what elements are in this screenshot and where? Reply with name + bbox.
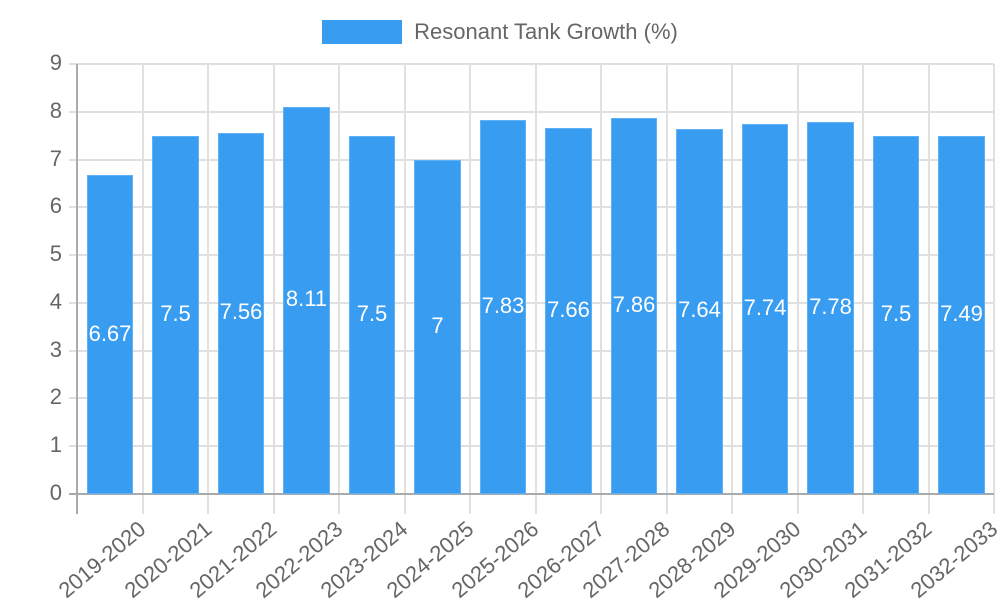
- bar[interactable]: [479, 119, 526, 494]
- y-gridline: [69, 206, 994, 209]
- bar[interactable]: [348, 135, 395, 494]
- bar[interactable]: [86, 175, 133, 494]
- x-gridline: [862, 64, 864, 514]
- bar[interactable]: [938, 136, 985, 494]
- x-axis: [69, 493, 994, 495]
- bar[interactable]: [741, 124, 788, 494]
- bar-value-label: 7.49: [940, 301, 983, 327]
- y-gridline: [69, 110, 994, 113]
- x-gridline: [796, 64, 799, 514]
- x-gridline: [469, 64, 471, 514]
- x-gridline: [207, 64, 209, 514]
- bar[interactable]: [152, 135, 199, 494]
- bar[interactable]: [283, 106, 330, 494]
- y-tick-label: 6: [49, 193, 62, 219]
- bar-value-label: 7.5: [880, 300, 912, 326]
- x-gridline: [534, 64, 537, 514]
- y-gridline: [69, 254, 994, 257]
- y-gridline: [69, 158, 994, 161]
- bar[interactable]: [676, 128, 723, 494]
- bar-value-label: 7.74: [743, 295, 787, 321]
- legend[interactable]: Resonant Tank Growth (%): [0, 19, 1000, 45]
- y-gridline: [69, 397, 994, 400]
- bar-value-label: 7.83: [481, 292, 525, 318]
- x-gridline: [731, 64, 733, 514]
- y-tick-label: 5: [49, 241, 62, 267]
- bar-value-label: 7.78: [809, 294, 852, 320]
- y-tick-label: 3: [49, 336, 62, 362]
- y-tick-label: 0: [49, 480, 62, 505]
- bar[interactable]: [807, 122, 854, 494]
- bar[interactable]: [610, 118, 657, 494]
- bar-value-label: 7.56: [219, 299, 263, 325]
- y-tick-label: 8: [49, 97, 62, 123]
- x-gridline: [338, 64, 340, 514]
- legend-label: Resonant Tank Growth (%): [414, 19, 678, 44]
- bar[interactable]: [545, 128, 592, 494]
- bar-value-label: 6.67: [88, 320, 132, 346]
- x-gridline: [272, 64, 275, 514]
- legend-swatch: [322, 20, 403, 44]
- bar-value-label: 7.5: [160, 300, 191, 326]
- y-tick-label: 1: [49, 432, 62, 458]
- y-gridline: [69, 445, 994, 448]
- bar-value-label: 7.86: [612, 292, 656, 318]
- x-gridline: [665, 64, 668, 514]
- y-tick-label: 7: [49, 145, 62, 171]
- x-gridline: [141, 64, 144, 514]
- y-gridline: [69, 349, 994, 352]
- x-gridline: [927, 64, 930, 514]
- x-gridline: [993, 64, 995, 514]
- bar[interactable]: [872, 135, 919, 494]
- bar-value-label: 7: [431, 312, 444, 338]
- y-axis: [76, 64, 78, 514]
- y-gridline: [69, 301, 994, 304]
- x-gridline: [600, 64, 602, 514]
- bar-value-label: 7.64: [678, 297, 721, 323]
- bar[interactable]: [414, 159, 461, 494]
- y-tick-label: 4: [49, 288, 62, 314]
- y-gridline: [69, 63, 994, 65]
- x-gridline: [403, 64, 406, 514]
- bar-value-label: 7.5: [356, 300, 388, 326]
- bar-value-label: 7.66: [547, 297, 590, 322]
- y-tick-label: 9: [49, 50, 62, 75]
- bar-value-label: 8.11: [285, 286, 328, 312]
- y-tick-label: 2: [49, 384, 62, 410]
- bar[interactable]: [217, 132, 264, 494]
